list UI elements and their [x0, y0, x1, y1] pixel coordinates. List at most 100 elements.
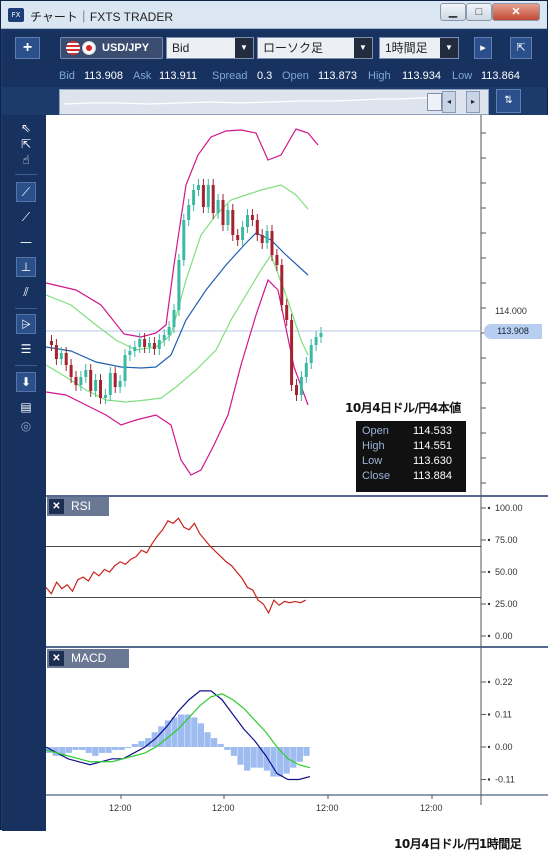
candlestick	[89, 370, 93, 391]
chart-area[interactable]: 114.000 100.00 75.00 50.00 25.00 0.00 0.22 0.11…	[46, 115, 548, 831]
ohlc-value: 113.884	[413, 470, 452, 482]
horizontal-line-icon[interactable]: —	[20, 235, 32, 249]
cursor-icon[interactable]: ⇖	[20, 121, 32, 135]
close-button[interactable]: ✕	[492, 3, 540, 21]
macd-histogram-bar	[257, 747, 264, 768]
chart-type-select[interactable]: ローソク足 ▼	[257, 37, 373, 59]
bid-label: Bid	[59, 70, 75, 82]
candlestick	[59, 353, 63, 359]
macd-histogram-bar	[277, 747, 284, 777]
more-options-button[interactable]: ▸	[474, 37, 492, 59]
maximize-button[interactable]: □	[466, 3, 492, 21]
symbol-label: USD/JPY	[102, 42, 150, 54]
crosshair-icon[interactable]: ⇱	[20, 137, 32, 151]
pen-icon[interactable]: ⟋	[16, 182, 36, 202]
candlestick	[197, 185, 200, 190]
macd-tick-label: 0.22	[495, 677, 513, 687]
rsi-panel-tag: ✕ RSI	[47, 497, 109, 516]
channel-icon[interactable]: ⫽	[23, 285, 29, 299]
vertical-line-icon[interactable]: ⊥	[16, 257, 36, 277]
slider-thumb[interactable]	[427, 93, 442, 111]
close-icon[interactable]: ✕	[49, 499, 64, 514]
divider	[15, 174, 37, 175]
rsi-tick-dot	[487, 570, 491, 574]
macd-histogram-bar	[184, 714, 191, 747]
add-chart-button[interactable]: +	[15, 37, 40, 59]
chevron-down-icon: ▼	[235, 38, 253, 58]
high-value: 113.934	[402, 70, 441, 82]
zoom-icon[interactable]: ⇅	[496, 89, 521, 113]
minimize-button[interactable]: ▁	[440, 3, 466, 21]
candlestick	[265, 231, 269, 243]
candlestick	[304, 363, 308, 377]
macd-histogram-bar	[52, 747, 59, 756]
bb-lower-outer	[46, 278, 309, 476]
ohlc-row-low: Low 113.630	[362, 455, 460, 470]
time-label: 12:00	[109, 803, 132, 813]
candlestick	[133, 347, 137, 351]
candlestick	[108, 373, 112, 395]
macd-histogram-bar	[224, 747, 231, 750]
macd-histogram-bar	[230, 747, 237, 756]
fibonacci-icon[interactable]: ☰	[20, 342, 32, 356]
bid-value: 113.908	[84, 70, 123, 82]
candlestick	[99, 380, 102, 398]
macd-histogram-bar	[65, 747, 72, 753]
macd-tick-dot	[487, 778, 491, 781]
price-type-select[interactable]: Bid ▼	[166, 37, 254, 59]
candlestick	[54, 345, 58, 359]
ohlc-row-high: High 114.551	[362, 440, 460, 455]
macd-histogram-bar	[178, 714, 185, 747]
symbol-selector[interactable]: USD/JPY	[60, 37, 163, 59]
candlestick	[206, 185, 210, 207]
macd-line	[46, 690, 311, 781]
macd-histogram-bar	[283, 747, 290, 774]
candlestick	[192, 190, 196, 205]
macd-histogram-bar	[72, 747, 79, 750]
chevron-down-icon: ▼	[354, 38, 372, 58]
macd-histogram-bar	[145, 738, 152, 747]
range-slider[interactable]: ◂ ▸	[59, 89, 489, 115]
macd-histogram-bar	[290, 747, 297, 768]
candlestick	[113, 373, 117, 387]
ohlc-label: Close	[362, 470, 391, 482]
candlestick	[152, 343, 156, 349]
timeframe-value: 1時間足	[385, 41, 428, 55]
candlestick	[157, 340, 161, 349]
timeframe-select[interactable]: 1時間足 ▼	[379, 37, 459, 59]
candlestick	[50, 341, 53, 345]
candlestick	[64, 353, 68, 365]
macd-signal-line	[46, 693, 311, 769]
jp-flag-icon	[82, 41, 96, 55]
time-label: 12:00	[420, 803, 443, 813]
chart-canvas[interactable]: 114.000 100.00 75.00 50.00 25.00 0.00 0.22 0.11…	[46, 115, 548, 831]
macd-histogram-bar	[164, 720, 171, 747]
camera-icon[interactable]: ◎	[20, 419, 32, 433]
macd-histogram-bar	[59, 747, 66, 756]
download-icon[interactable]: ⬇	[16, 372, 36, 392]
rsi-tick-label: 50.00	[495, 567, 518, 577]
slider-left-button[interactable]: ◂	[442, 91, 456, 113]
ohlc-label: High	[362, 440, 385, 452]
candlestick	[216, 200, 220, 213]
rsi-tick-dot	[487, 602, 491, 606]
trendline-icon[interactable]: ⟋	[21, 210, 31, 224]
close-icon[interactable]: ✕	[49, 651, 64, 666]
candlestick	[79, 377, 83, 385]
expand-button[interactable]: ⇱	[510, 37, 532, 59]
candlestick	[309, 345, 313, 363]
candlestick	[84, 370, 88, 377]
slider-right-button[interactable]: ▸	[466, 91, 480, 113]
macd-histogram-bar	[296, 747, 303, 762]
list-icon[interactable]: ▤	[20, 400, 32, 414]
bb-upper-inner	[46, 184, 309, 351]
info-title: 10月4日ドル/円4本値	[345, 401, 461, 415]
macd-histogram-bar	[112, 747, 119, 750]
ohlc-info-box: Open 114.533 High 114.551 Low 113.630 Close…	[356, 421, 466, 492]
fan-icon[interactable]: ⩥	[16, 314, 36, 334]
open-value: 113.873	[318, 70, 357, 82]
chart-type-value: ローソク足	[263, 41, 324, 55]
spread-label: Spread	[212, 70, 248, 82]
price-label-114: 114.000	[495, 306, 527, 316]
hand-icon[interactable]: ☝	[22, 153, 30, 167]
